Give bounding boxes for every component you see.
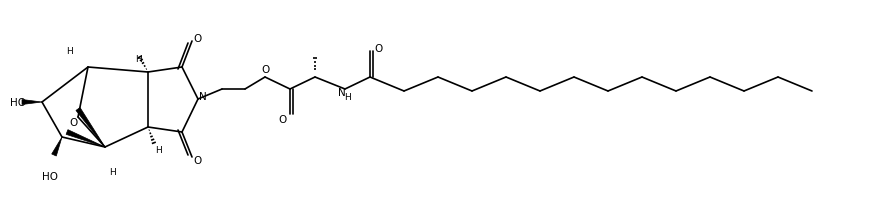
Polygon shape xyxy=(52,137,62,156)
Text: O: O xyxy=(192,155,201,165)
Text: O: O xyxy=(278,114,286,124)
Text: H: H xyxy=(108,168,116,177)
Polygon shape xyxy=(22,100,42,105)
Text: N: N xyxy=(200,92,206,101)
Text: N: N xyxy=(338,88,346,98)
Text: O: O xyxy=(69,117,77,127)
Text: HO: HO xyxy=(42,171,58,181)
Text: H: H xyxy=(155,146,161,155)
Text: O: O xyxy=(374,44,382,54)
Polygon shape xyxy=(66,130,105,147)
Text: H: H xyxy=(66,47,73,56)
Text: O: O xyxy=(192,34,201,44)
Text: HO: HO xyxy=(10,98,26,107)
Text: O: O xyxy=(261,65,270,75)
Polygon shape xyxy=(76,108,105,147)
Text: H: H xyxy=(344,93,350,102)
Text: H: H xyxy=(135,55,142,64)
